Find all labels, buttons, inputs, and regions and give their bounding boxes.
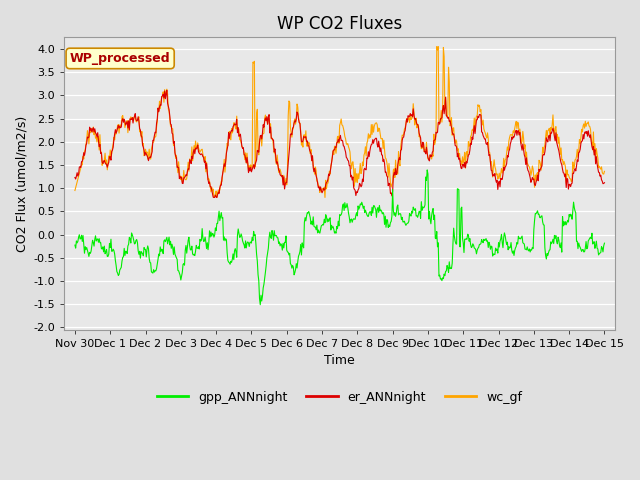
- Y-axis label: CO2 Flux (umol/m2/s): CO2 Flux (umol/m2/s): [15, 115, 28, 252]
- Text: WP_processed: WP_processed: [70, 52, 170, 65]
- Title: WP CO2 Fluxes: WP CO2 Fluxes: [277, 15, 403, 33]
- Legend: gpp_ANNnight, er_ANNnight, wc_gf: gpp_ANNnight, er_ANNnight, wc_gf: [152, 385, 527, 408]
- X-axis label: Time: Time: [324, 354, 355, 367]
